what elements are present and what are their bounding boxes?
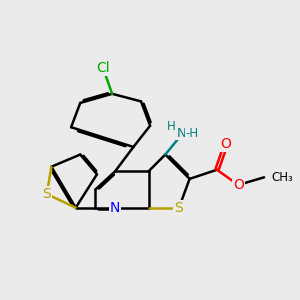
Text: S: S bbox=[43, 187, 51, 201]
Text: Cl: Cl bbox=[96, 61, 110, 75]
Text: N: N bbox=[110, 201, 120, 215]
Text: O: O bbox=[220, 137, 232, 151]
Text: S: S bbox=[175, 201, 183, 215]
Text: O: O bbox=[233, 178, 244, 192]
Text: CH₃: CH₃ bbox=[272, 171, 293, 184]
Text: -H: -H bbox=[185, 127, 199, 140]
Text: N: N bbox=[176, 127, 186, 140]
Text: H: H bbox=[167, 120, 176, 133]
